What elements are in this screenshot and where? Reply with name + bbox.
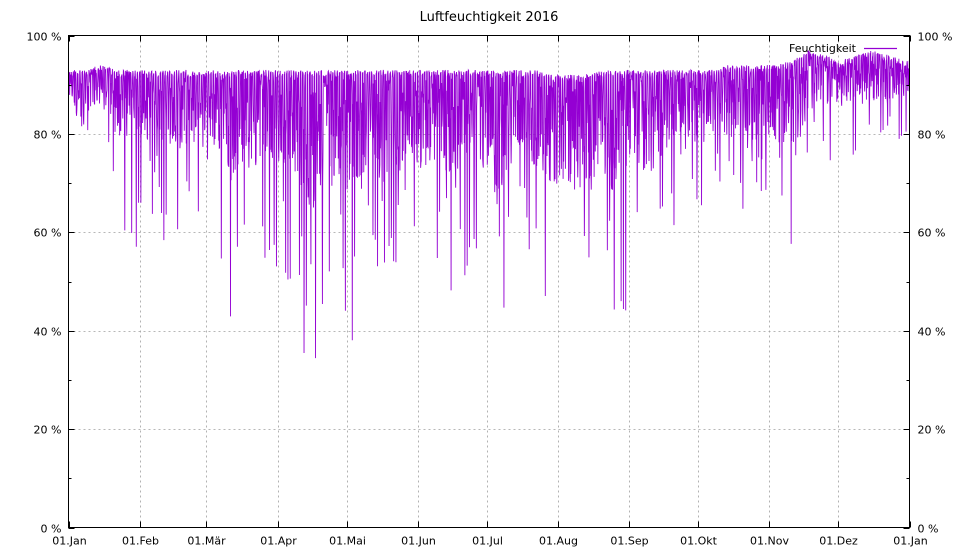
y-tick-label-right: 20 % [918,424,946,437]
x-tick-label: 01.Jul [472,535,503,548]
x-tick-label: 01.Mai [329,535,366,548]
x-tick-label: 01.Jun [401,535,436,548]
y-tick-label-right: 100 % [918,31,953,44]
plot-frame [68,35,910,528]
x-tick-label: 01.Mär [187,535,226,548]
y-tick-label: 100 % [27,31,62,44]
series-layer [68,50,910,359]
x-tick-label: 01.Aug [539,535,578,548]
x-tick-label: 01.Sep [610,535,648,548]
x-tick-label: 01.Nov [750,535,789,548]
chart-title: Luftfeuchtigkeit 2016 [420,10,559,25]
y-tick-label: 20 % [34,424,62,437]
y-tick-label: 0 % [41,523,62,536]
legend-label: Feuchtigkeit [789,42,857,55]
legend: Feuchtigkeit [789,42,897,55]
x-tick-label: 01.Okt [680,535,718,548]
series-line-feuchtigkeit [68,50,910,359]
x-tick-label: 01.Jan [893,535,927,548]
y-tick-label-right: 60 % [918,227,946,240]
y-tick-label-right: 0 % [918,523,939,536]
grid-layer [68,35,910,528]
x-tick-label: 01.Feb [122,535,159,548]
axis-layer: 0 % 0 % 20 % 20 % 40 % 40 % 60 % 60 % 80 % 80 % 10… [27,31,953,548]
x-tick-label: 01.Apr [260,535,297,548]
y-tick-label: 40 % [34,326,62,339]
y-tick-label: 80 % [34,129,62,142]
x-tick-label: 01.Dez [819,535,858,548]
y-tick-label-right: 80 % [918,129,946,142]
y-tick-label: 60 % [34,227,62,240]
y-tick-label-right: 40 % [918,326,946,339]
x-tick-label: 01.Jan [52,535,86,548]
